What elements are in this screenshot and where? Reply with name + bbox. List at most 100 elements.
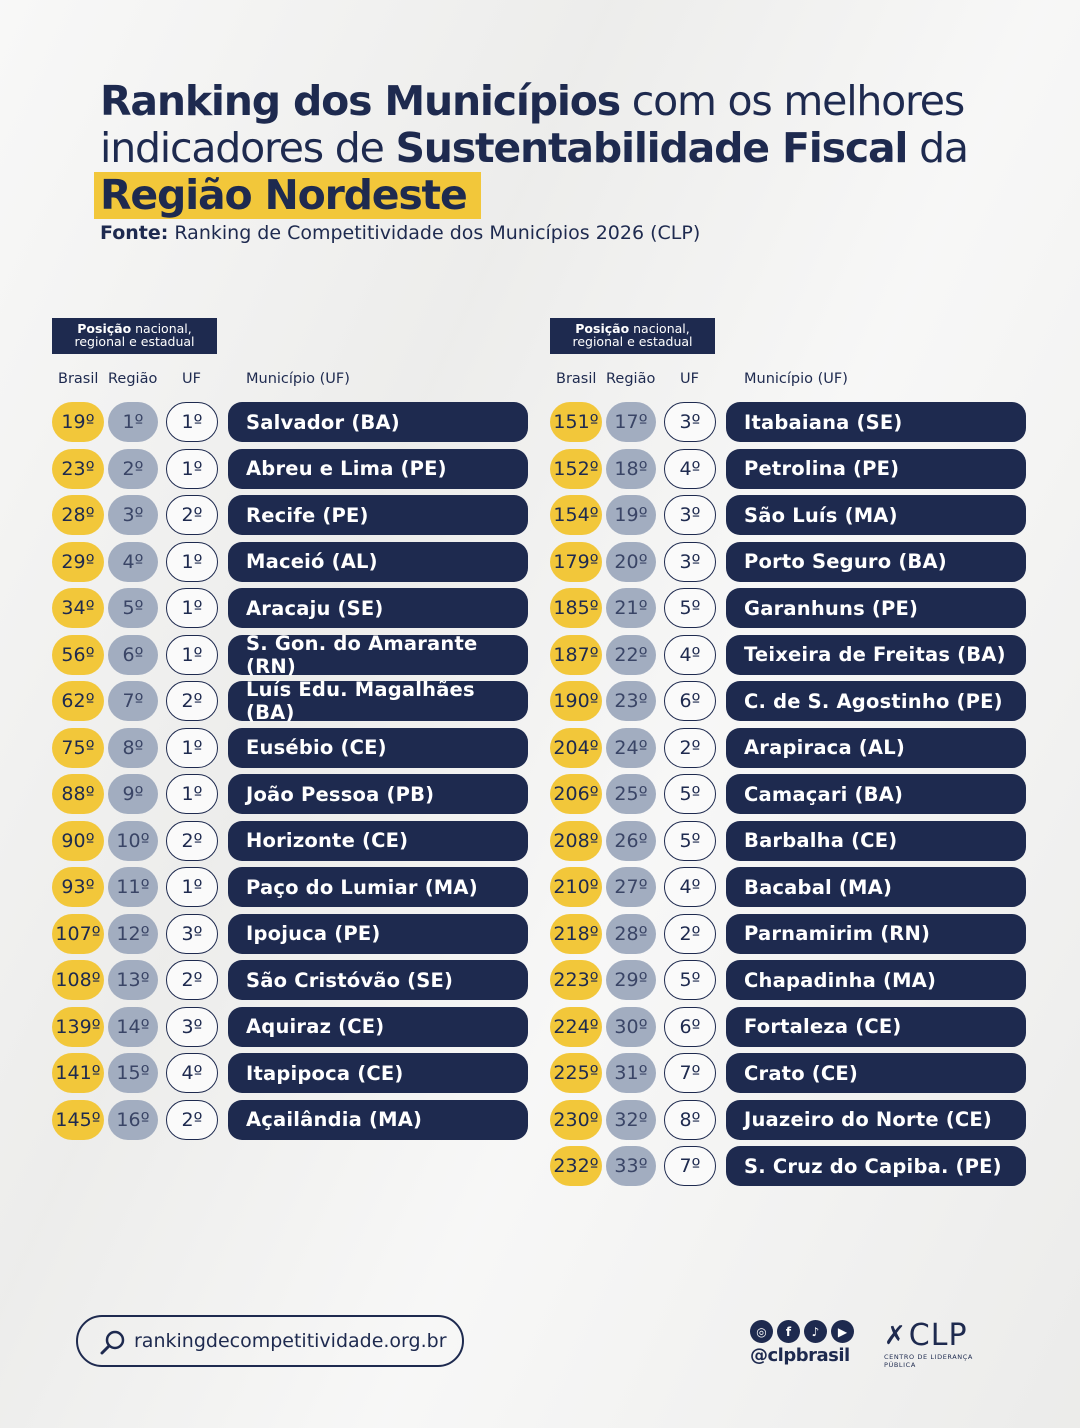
regiao-rank-badge: 26º bbox=[606, 820, 656, 861]
ranking-row: 210º 27º 4º Bacabal (MA) bbox=[550, 867, 1030, 914]
youtube-icon[interactable]: ▶ bbox=[831, 1320, 854, 1343]
ranking-row: 152º 18º 4º Petrolina (PE) bbox=[550, 448, 1030, 496]
social-handle: @clpbrasil bbox=[750, 1345, 850, 1366]
ranking-row: 190º 23º 6º C. de S. Agostinho (PE) bbox=[550, 681, 1030, 728]
brasil-rank-badge: 139º bbox=[52, 1006, 104, 1047]
header-uf: UF bbox=[182, 371, 201, 387]
municipio-name: Aquiraz (CE) bbox=[228, 1006, 528, 1047]
uf-rank-badge: 1º bbox=[166, 867, 218, 907]
municipio-name: Paço do Lumiar (MA) bbox=[228, 867, 528, 907]
uf-rank-badge: 2º bbox=[166, 820, 218, 861]
regiao-rank-badge: 17º bbox=[606, 402, 656, 442]
regiao-rank-badge: 10º bbox=[108, 820, 158, 861]
title-bold-2: Sustentabilidade Fiscal bbox=[395, 124, 908, 172]
uf-rank-badge: 6º bbox=[664, 1006, 716, 1047]
uf-rank-badge: 3º bbox=[664, 495, 716, 535]
facebook-icon[interactable]: f bbox=[777, 1320, 800, 1343]
regiao-rank-badge: 20º bbox=[606, 541, 656, 582]
position-box-line2: regional e estadual bbox=[74, 334, 195, 349]
regiao-rank-badge: 28º bbox=[606, 913, 656, 954]
position-box-bold: Posição bbox=[575, 321, 630, 336]
municipio-name: Ipojuca (PE) bbox=[228, 913, 528, 954]
uf-rank-badge: 1º bbox=[166, 402, 218, 442]
position-box-rest: nacional, bbox=[629, 321, 690, 336]
brasil-rank-badge: 225º bbox=[550, 1053, 602, 1093]
ranking-column-left: Posição nacional, regional e estadual Br… bbox=[52, 318, 532, 1146]
municipio-name: Fortaleza (CE) bbox=[726, 1006, 1026, 1047]
regiao-rank-badge: 30º bbox=[606, 1006, 656, 1047]
regiao-rank-badge: 32º bbox=[606, 1099, 656, 1140]
title-bold-1: Ranking dos Municípios bbox=[100, 77, 621, 125]
regiao-rank-badge: 31º bbox=[606, 1053, 656, 1093]
uf-rank-badge: 2º bbox=[664, 913, 716, 954]
brasil-rank-badge: 93º bbox=[52, 867, 104, 907]
position-box-line2: regional e estadual bbox=[572, 334, 693, 349]
page-title: Ranking dos Municípios com os melhores i… bbox=[94, 77, 1000, 219]
ranking-row: 90º 10º 2º Horizonte (CE) bbox=[52, 820, 532, 868]
uf-rank-badge: 1º bbox=[166, 727, 218, 768]
tiktok-icon[interactable]: ♪ bbox=[804, 1320, 827, 1343]
regiao-rank-badge: 15º bbox=[108, 1053, 158, 1093]
regiao-rank-badge: 2º bbox=[108, 448, 158, 489]
title-highlight: Região Nordeste bbox=[94, 172, 481, 219]
header-municipio: Município (UF) bbox=[744, 371, 848, 387]
ranking-row: 206º 25º 5º Camaçari (BA) bbox=[550, 774, 1030, 821]
instagram-icon[interactable]: ◎ bbox=[750, 1320, 773, 1343]
uf-rank-badge: 6º bbox=[664, 681, 716, 721]
regiao-rank-badge: 21º bbox=[606, 588, 656, 628]
brasil-rank-badge: 29º bbox=[52, 541, 104, 582]
regiao-rank-badge: 23º bbox=[606, 681, 656, 721]
regiao-rank-badge: 12º bbox=[108, 913, 158, 954]
brasil-rank-badge: 88º bbox=[52, 774, 104, 814]
ranking-column-right: Posição nacional, regional e estadual Br… bbox=[550, 318, 1030, 1193]
brasil-rank-badge: 232º bbox=[550, 1146, 602, 1186]
municipio-name: S. Gon. do Amarante (RN) bbox=[228, 632, 528, 678]
brasil-rank-badge: 154º bbox=[550, 495, 602, 535]
brasil-rank-badge: 145º bbox=[52, 1099, 104, 1140]
uf-rank-badge: 3º bbox=[664, 541, 716, 582]
title-light-2: indicadores de bbox=[100, 124, 396, 172]
regiao-rank-badge: 22º bbox=[606, 634, 656, 675]
municipio-name: Aracaju (SE) bbox=[228, 588, 528, 628]
uf-rank-badge: 1º bbox=[166, 588, 218, 628]
header-uf: UF bbox=[680, 371, 699, 387]
ranking-row: 19º 1º 1º Salvador (BA) bbox=[52, 402, 532, 449]
uf-rank-badge: 7º bbox=[664, 1053, 716, 1093]
municipio-name: São Luís (MA) bbox=[726, 495, 1026, 535]
ranking-row: 179º 20º 3º Porto Seguro (BA) bbox=[550, 541, 1030, 589]
ranking-row: 232º 33º 7º S. Cruz do Capiba. (PE) bbox=[550, 1146, 1030, 1193]
uf-rank-badge: 2º bbox=[664, 727, 716, 768]
municipio-name: Chapadinha (MA) bbox=[726, 960, 1026, 1000]
municipio-name: Petrolina (PE) bbox=[726, 448, 1026, 489]
clp-mark-icon: ✗ bbox=[884, 1320, 907, 1351]
regiao-rank-badge: 18º bbox=[606, 448, 656, 489]
municipio-name: Itabaiana (SE) bbox=[726, 402, 1026, 442]
municipio-name: Bacabal (MA) bbox=[726, 867, 1026, 907]
title-light-3: da bbox=[907, 124, 969, 172]
uf-rank-badge: 1º bbox=[166, 774, 218, 814]
regiao-rank-badge: 25º bbox=[606, 774, 656, 814]
municipio-name: João Pessoa (PB) bbox=[228, 774, 528, 814]
ranking-row: 154º 19º 3º São Luís (MA) bbox=[550, 495, 1030, 542]
ranking-row: 230º 32º 8º Juazeiro do Norte (CE) bbox=[550, 1099, 1030, 1147]
website-link[interactable]: rankingdecompetitividade.org.br bbox=[76, 1315, 464, 1367]
position-box-bold: Posição bbox=[77, 321, 132, 336]
uf-rank-badge: 4º bbox=[166, 1053, 218, 1093]
brasil-rank-badge: 208º bbox=[550, 820, 602, 861]
regiao-rank-badge: 1º bbox=[108, 402, 158, 442]
brasil-rank-badge: 90º bbox=[52, 820, 104, 861]
uf-rank-badge: 4º bbox=[664, 867, 716, 907]
ranking-row: 62º 7º 2º Luís Edu. Magalhães (BA) bbox=[52, 678, 532, 728]
ranking-row: 34º 5º 1º Aracaju (SE) bbox=[52, 588, 532, 635]
municipio-name: Teixeira de Freitas (BA) bbox=[726, 634, 1026, 675]
municipio-name: Recife (PE) bbox=[228, 495, 528, 535]
position-box: Posição nacional, regional e estadual bbox=[52, 318, 217, 354]
ranking-row: 145º 16º 2º Açailândia (MA) bbox=[52, 1099, 532, 1147]
municipio-name: Luís Edu. Magalhães (BA) bbox=[228, 678, 528, 724]
brasil-rank-badge: 206º bbox=[550, 774, 602, 814]
municipio-name: Salvador (BA) bbox=[228, 402, 528, 442]
uf-rank-badge: 2º bbox=[166, 681, 218, 721]
ranking-row: 224º 30º 6º Fortaleza (CE) bbox=[550, 1006, 1030, 1054]
brasil-rank-badge: 152º bbox=[550, 448, 602, 489]
municipio-name: Camaçari (BA) bbox=[726, 774, 1026, 814]
